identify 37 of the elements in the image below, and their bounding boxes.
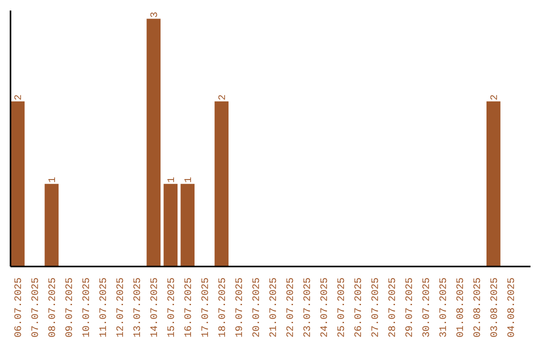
x-tick-label: 02.08.2025 — [472, 277, 484, 338]
x-tick-label: 27.07.2025 — [371, 277, 382, 338]
x-tick-label: 20.07.2025 — [252, 277, 264, 338]
x-tick-label: 09.07.2025 — [65, 277, 76, 338]
x-tick-label: 25.07.2025 — [337, 277, 348, 338]
x-tick-label: 10.07.2025 — [82, 277, 94, 338]
data-label: 3 — [150, 12, 162, 18]
data-label: 1 — [184, 176, 196, 183]
x-tick-label: 12.07.2025 — [116, 277, 128, 338]
x-tick-label: 30.07.2025 — [422, 277, 433, 338]
data-label: 2 — [218, 94, 230, 100]
x-tick-label: 16.07.2025 — [184, 277, 196, 338]
x-tick-label: 14.07.2025 — [150, 277, 162, 338]
x-tick-label: 01.08.2025 — [456, 277, 467, 338]
x-tick-label: 13.07.2025 — [133, 277, 144, 338]
x-tick-label: 17.07.2025 — [201, 277, 212, 338]
x-tick-label: 15.07.2025 — [167, 277, 178, 338]
data-label: 1 — [167, 176, 178, 183]
data-label: 2 — [490, 94, 501, 100]
x-tick-label: 29.07.2025 — [404, 277, 416, 338]
x-tick-label: 04.08.2025 — [506, 277, 518, 338]
x-tick-label: 19.07.2025 — [235, 277, 246, 338]
x-tick-label: 18.07.2025 — [218, 277, 230, 338]
x-tick-label: 11.07.2025 — [99, 277, 110, 338]
data-label: 2 — [14, 94, 26, 100]
x-tick-label: 06.07.2025 — [14, 277, 26, 338]
x-tick-label: 28.07.2025 — [388, 277, 399, 338]
x-tick-label: 24.07.2025 — [320, 277, 332, 338]
data-label: 1 — [48, 176, 60, 183]
x-tick-label: 23.07.2025 — [303, 277, 314, 338]
x-tick-label: 07.07.2025 — [31, 277, 42, 338]
x-tick-label: 31.07.2025 — [438, 277, 450, 338]
x-tick-label: 03.08.2025 — [490, 277, 501, 338]
x-tick-label: 08.07.2025 — [48, 277, 60, 338]
x-tick-label: 22.07.2025 — [286, 277, 298, 338]
x-tick-label: 21.07.2025 — [269, 277, 280, 338]
x-tick-label: 26.07.2025 — [354, 277, 366, 338]
